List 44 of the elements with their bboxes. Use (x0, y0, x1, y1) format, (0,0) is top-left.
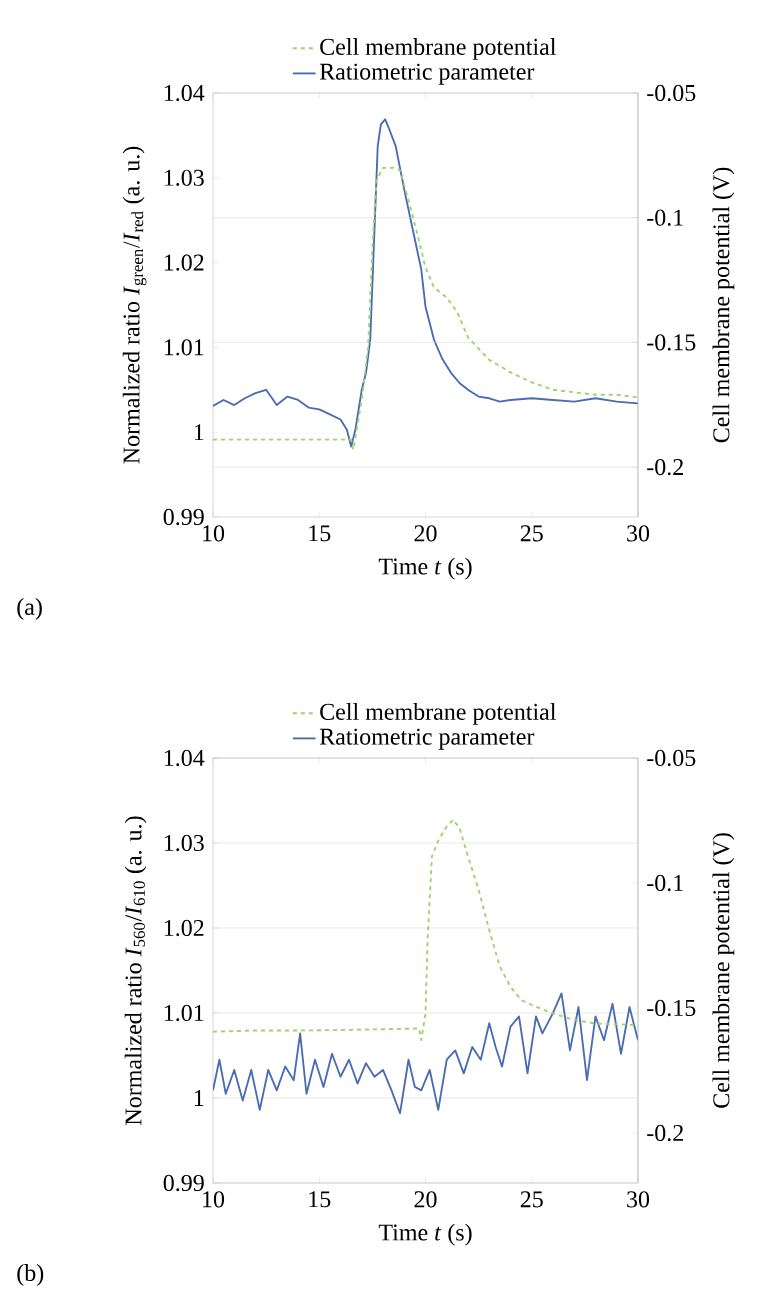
x-tick-label: 20 (414, 525, 437, 542)
y2-tick-label: -0.2 (647, 1124, 683, 1142)
y2-axis-title: Cell membrane potential (V) (712, 167, 735, 443)
y-axis-title: Normalized ratio I$_{green}$/I$_{red}$ (a. u.) (122, 146, 147, 464)
y-tick-label: 1.02 (164, 254, 204, 271)
x-tick-label: 10 (203, 1191, 225, 1208)
y-tick-label: 1.04 (164, 84, 205, 102)
text: (a) (17, 598, 42, 620)
x-axis-title: Time t (s) (378, 1223, 472, 1246)
text: (b) (17, 1264, 44, 1286)
y-tick-label: 1.03 (164, 169, 204, 186)
y2-tick-label: -0.15 (647, 334, 696, 351)
y2-axis-title: Cell membrane potential (V) (712, 833, 735, 1108)
y-tick-label: 1.01 (164, 1004, 204, 1022)
y-tick-label: 1 (194, 1090, 204, 1106)
line-series (213, 992, 638, 1115)
x-tick-label: 15 (309, 525, 331, 542)
x-tick-label: 10 (203, 525, 225, 542)
x-tick-label: 30 (627, 1191, 650, 1208)
x-tick-label: 20 (414, 1191, 437, 1208)
legend-label: Ratiometric parameter (319, 728, 535, 750)
y2-tick-label: -0.1 (647, 209, 683, 226)
x-tick-label: 25 (520, 1191, 543, 1208)
y-tick-label: 1.04 (164, 749, 205, 767)
y-tick-label: 0.99 (163, 1174, 204, 1192)
y2-tick-label: -0.05 (647, 84, 696, 102)
y-tick-label: 1 (194, 424, 204, 441)
y2-tick-label: -0.2 (647, 458, 683, 476)
x-tick-label: 15 (309, 1191, 331, 1208)
y-tick-label: 0.99 (163, 508, 204, 526)
x-tick-label: 30 (627, 525, 650, 542)
y-axis-title: Normalized ratio I$_{560}$/I$_{610}$ (a. u.) (124, 816, 147, 1125)
y2-tick-label: -0.1 (647, 874, 683, 892)
legend-label: Cell membrane potential (320, 38, 556, 60)
y-tick-label: 1.02 (164, 919, 204, 937)
x-axis-title: Time t (s) (378, 557, 472, 580)
y-tick-label: 1.01 (164, 339, 204, 356)
legend-label: Cell membrane potential (320, 703, 556, 725)
y2-tick-label: -0.05 (647, 749, 696, 767)
x-tick-label: 25 (520, 525, 543, 542)
line-series (213, 118, 638, 448)
y-tick-label: 1.03 (164, 834, 204, 852)
y2-tick-label: -0.15 (647, 999, 696, 1017)
legend-label: Ratiometric parameter (319, 63, 535, 85)
